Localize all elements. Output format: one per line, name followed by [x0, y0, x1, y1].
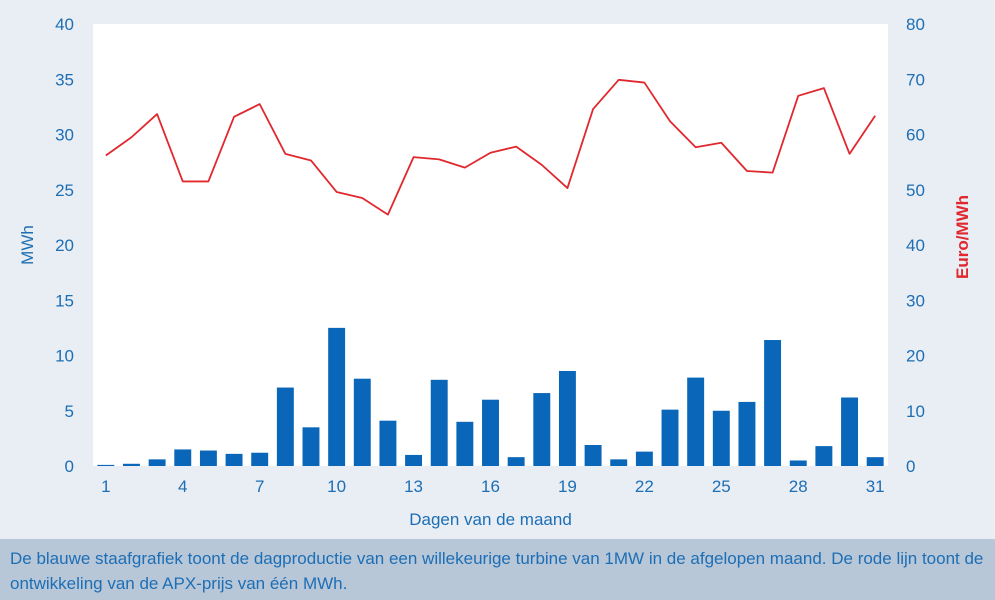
- chart-area: 0 5 10 15 20 25 30 35 40 0 10 20 30 40 50 60 70 80 1 4 7 10…: [18, 15, 972, 529]
- right-tick-label: 30: [906, 291, 925, 310]
- left-axis-title: MWh: [18, 225, 37, 265]
- left-tick-label: 35: [55, 70, 74, 89]
- chart-caption: De blauwe staafgrafiek toont de dagprodu…: [0, 539, 995, 600]
- right-tick-label: 0: [906, 457, 915, 476]
- left-axis-ticks: 0 5 10 15 20 25 30 35 40: [55, 15, 74, 476]
- x-axis-title: Dagen van de maand: [409, 510, 572, 529]
- x-tick-label: 31: [866, 477, 885, 496]
- bar-day-17: [507, 457, 525, 466]
- x-tick-label: 22: [635, 477, 654, 496]
- left-tick-label: 15: [55, 291, 74, 310]
- right-tick-label: 20: [906, 347, 925, 366]
- right-tick-label: 50: [906, 181, 925, 200]
- bar-day-19: [558, 370, 576, 466]
- left-tick-label: 0: [65, 457, 74, 476]
- bar-day-13: [405, 454, 423, 466]
- left-tick-label: 10: [55, 347, 74, 366]
- bar-day-30: [841, 397, 858, 466]
- x-tick-label: 13: [404, 477, 423, 496]
- bar-day-29: [815, 446, 833, 466]
- left-tick-label: 5: [65, 402, 74, 421]
- x-tick-label: 4: [178, 477, 187, 496]
- bar-day-20: [584, 445, 602, 466]
- bar-day-12: [379, 420, 397, 466]
- x-tick-label: 1: [101, 477, 110, 496]
- right-tick-label: 80: [906, 15, 925, 34]
- x-tick-label: 10: [327, 477, 346, 496]
- right-tick-label: 70: [906, 70, 925, 89]
- bar-day-8: [276, 387, 294, 466]
- bar-day-15: [456, 421, 474, 466]
- bar-day-7: [251, 452, 269, 466]
- bar-day-24: [687, 377, 705, 466]
- production-bars: [97, 327, 884, 467]
- bar-day-6: [225, 453, 243, 466]
- x-axis-ticks: 1 4 7 10 13 16 19 22 25 28 31: [101, 477, 885, 496]
- dual-axis-chart: 0 5 10 15 20 25 30 35 40 0 10 20 30 40 50 60 70 80 1 4 7 10…: [18, 15, 972, 529]
- price-line-group: [105, 78, 876, 216]
- x-tick-label: 19: [558, 477, 577, 496]
- left-tick-label: 30: [55, 126, 74, 145]
- bar-day-31: [866, 457, 884, 466]
- right-tick-label: 60: [906, 126, 925, 145]
- bar-day-16: [482, 399, 499, 466]
- bar-day-28: [789, 460, 807, 466]
- left-tick-label: 40: [55, 15, 74, 34]
- right-tick-label: 40: [906, 236, 925, 255]
- right-tick-label: 10: [906, 402, 925, 421]
- bar-day-27: [764, 340, 782, 466]
- bar-day-18: [533, 393, 551, 466]
- bar-day-11: [353, 378, 371, 466]
- plot-background: [93, 24, 888, 466]
- bar-day-23: [661, 409, 679, 466]
- left-tick-label: 20: [55, 236, 74, 255]
- x-tick-label: 25: [712, 477, 731, 496]
- right-axis-title: Euro/MWh: [953, 195, 972, 279]
- x-tick-label: 7: [255, 477, 264, 496]
- right-axis-ticks: 0 10 20 30 40 50 60 70 80: [906, 15, 925, 476]
- bar-day-25: [712, 410, 730, 466]
- price-line: [105, 78, 876, 216]
- bar-day-26: [738, 401, 756, 466]
- bar-day-4: [174, 449, 192, 466]
- bar-day-9: [302, 427, 320, 466]
- bar-day-14: [430, 379, 448, 466]
- bar-day-3: [148, 459, 166, 466]
- x-tick-label: 16: [481, 477, 500, 496]
- bar-day-1: [97, 464, 115, 466]
- left-tick-label: 25: [55, 181, 74, 200]
- bar-day-21: [610, 459, 628, 466]
- x-tick-label: 28: [789, 477, 808, 496]
- bar-day-5: [199, 450, 217, 466]
- bar-day-10: [328, 327, 346, 467]
- bar-day-2: [123, 463, 140, 466]
- bar-day-22: [635, 451, 653, 466]
